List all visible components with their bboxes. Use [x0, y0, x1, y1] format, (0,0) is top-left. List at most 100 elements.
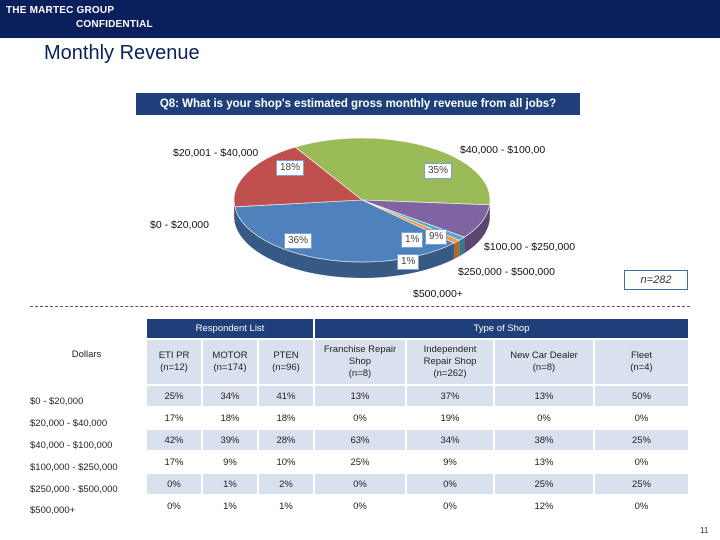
pie-pct-0-20000: 36% [284, 233, 313, 249]
table-cell: 1% [257, 494, 314, 516]
pie-pct-100000-250000: 9% [425, 229, 448, 245]
table-row: $250,000 - $500,000 0% 1% 2% 0% 0% 25% 25% [28, 472, 688, 495]
table-cell: 0% [593, 450, 688, 473]
company-name: THE MARTEC GROUP [6, 5, 115, 16]
table-cell: 9% [405, 450, 494, 473]
table-cell: 17% [145, 450, 202, 473]
table-cell: 38% [493, 428, 594, 451]
table-cell: 63% [313, 428, 406, 451]
col-header-eti-pr: ETI PR (n=12) [145, 338, 202, 385]
confidential-label: CONFIDENTIAL [76, 19, 153, 30]
pie-side-4 [459, 237, 465, 257]
table-cell: 25% [593, 428, 688, 451]
pie-label-20001-40000: $20,001 - $40,000 [173, 147, 259, 159]
table-cell: 1% [201, 472, 258, 495]
table-cell: 34% [201, 384, 258, 407]
col-header-text: ETI PR (n=12) [158, 350, 190, 373]
pie-label-100000-250000: $100,00 - $250,000 [484, 241, 576, 253]
table-cell: 37% [405, 384, 494, 407]
revenue-table: Respondent List Type of Shop Dollars ETI… [28, 319, 688, 516]
pie-label-250000-500000: $250,000 - $500,000 [458, 266, 555, 278]
pie-side-3 [464, 204, 490, 254]
table-cell: 50% [593, 384, 688, 407]
col-header-text: Fleet (n=4) [630, 350, 653, 373]
table-cell: 18% [257, 406, 314, 429]
table-corner [28, 319, 146, 339]
table-cell: 0% [593, 406, 688, 429]
sample-size-box: n=282 [624, 270, 688, 290]
pie-label-500000-plus: $500,000+ [413, 288, 463, 300]
row-label: $20,000 - $40,000 [30, 418, 108, 429]
table-cell: 0% [493, 406, 594, 429]
row-label: $40,000 - $100,000 [30, 440, 113, 451]
table-cell: 25% [313, 450, 406, 473]
pie-pct-20001-40000: 18% [276, 160, 305, 176]
table-row: $20,000 - $40,000 17% 18% 18% 0% 19% 0% 0% [28, 406, 688, 429]
table-cell: 9% [201, 450, 258, 473]
table-row: $500,000+ 0% 1% 1% 0% 0% 12% 0% [28, 494, 688, 516]
table-cell: 0% [405, 472, 494, 495]
col-header-text: Independent Repair Shop (n=262) [423, 344, 477, 379]
table-cell: 12% [493, 494, 594, 516]
table-cell: 10% [257, 450, 314, 473]
row-label: $0 - $20,000 [30, 396, 84, 407]
table-row: $0 - $20,000 25% 34% 41% 13% 37% 13% 50% [28, 384, 688, 407]
pie-label-0-20000: $0 - $20,000 [150, 219, 209, 231]
col-header-text: PTEN (n=96) [272, 350, 300, 373]
table-cell: 25% [493, 472, 594, 495]
table-cell: 0% [145, 472, 202, 495]
row-header-dollars: Dollars [71, 349, 102, 360]
col-header-pten: PTEN (n=96) [257, 338, 314, 385]
table-cell: 2% [257, 472, 314, 495]
table-cell: 28% [257, 428, 314, 451]
header-bar: THE MARTEC GROUP CONFIDENTIAL [0, 0, 720, 38]
table-cell: 39% [201, 428, 258, 451]
pie-chart [233, 137, 491, 278]
pie-pct-500000-plus: 1% [397, 254, 420, 270]
pie-label-40000-100000: $40,000 - $100,00 [460, 144, 546, 156]
group-header-respondent-list: Respondent List [145, 319, 314, 339]
table-row: $100,000 - $250,000 17% 9% 10% 25% 9% 13% 0% [28, 450, 688, 473]
question-banner: Q8: What is your shop's estimated gross … [136, 93, 580, 115]
table-cell: 0% [593, 494, 688, 516]
col-header-franchise: Franchise Repair Shop (n=8) [313, 338, 406, 385]
col-header-text: New Car Dealer (n=8) [510, 350, 578, 373]
table-cell: 0% [405, 494, 494, 516]
row-label: $100,000 - $250,000 [30, 462, 118, 473]
pie-slice-2 [294, 137, 491, 206]
row-label: $250,000 - $500,000 [30, 484, 118, 495]
table-cell: 25% [593, 472, 688, 495]
table-cell: 18% [201, 406, 258, 429]
pie-side-5 [453, 240, 460, 260]
pie-side-1 [234, 200, 235, 223]
pie-pct-40000-100000: 35% [424, 163, 453, 179]
table-cell: 0% [313, 494, 406, 516]
col-header-independent: Independent Repair Shop (n=262) [405, 338, 494, 385]
pie-slice-1 [233, 146, 363, 208]
table-cell: 13% [493, 450, 594, 473]
page-title: Monthly Revenue [44, 42, 200, 64]
table-cell: 1% [201, 494, 258, 516]
group-header-type-of-shop: Type of Shop [313, 319, 688, 339]
table-cell: 19% [405, 406, 494, 429]
table-cell: 34% [405, 428, 494, 451]
table-body: $0 - $20,000 25% 34% 41% 13% 37% 13% 50% $20,000… [28, 384, 688, 516]
row-label: $500,000+ [30, 505, 76, 516]
table-cell: 13% [493, 384, 594, 407]
col-header-fleet: Fleet (n=4) [593, 338, 688, 385]
table-cell: 0% [145, 494, 202, 516]
col-header-motor: MOTOR (n=174) [201, 338, 258, 385]
table-cell: 17% [145, 406, 202, 429]
col-header-new-car-dealer: New Car Dealer (n=8) [493, 338, 594, 385]
table-cell: 42% [145, 428, 202, 451]
table-cell: 0% [313, 406, 406, 429]
table-cell: 25% [145, 384, 202, 407]
page-number: 11 [700, 526, 709, 535]
section-divider [30, 306, 690, 307]
table-row: $40,000 - $100,000 42% 39% 28% 63% 34% 38% 25% [28, 428, 688, 451]
table-cell: 41% [257, 384, 314, 407]
table-cell: 13% [313, 384, 406, 407]
table-cell: 0% [313, 472, 406, 495]
col-header-text: MOTOR (n=174) [212, 350, 248, 373]
pie-pct-250000-500000: 1% [401, 232, 424, 248]
